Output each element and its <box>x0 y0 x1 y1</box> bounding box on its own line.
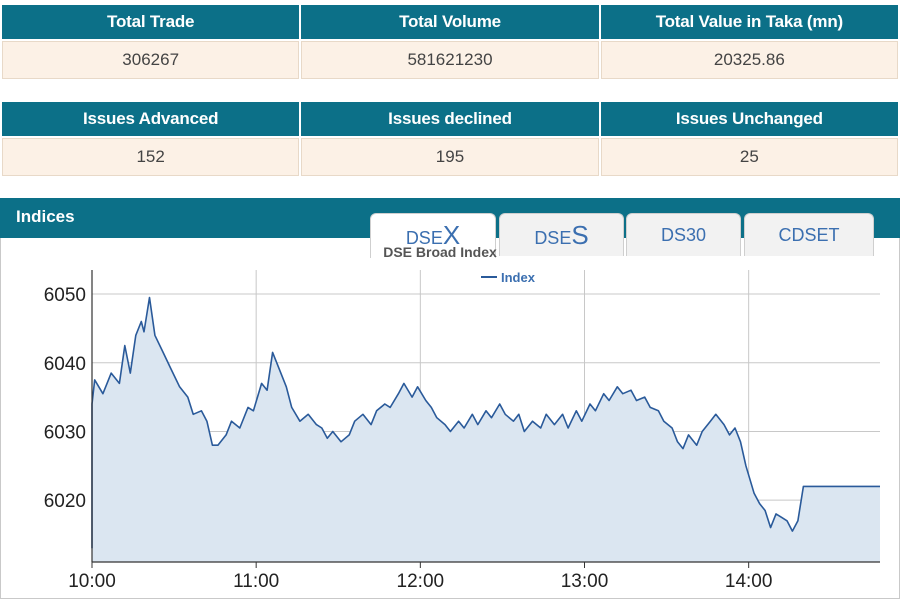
header-issues-declined: Issues declined <box>301 102 599 136</box>
legend-label-index: Index <box>501 270 536 285</box>
header-issues-advanced: Issues Advanced <box>2 102 300 136</box>
chart-title: DSE Broad Index <box>383 244 497 260</box>
header-issues-unchanged: Issues Unchanged <box>600 102 898 136</box>
market-summary-table: Total Trade Total Volume Total Value in … <box>0 3 900 81</box>
tab-cdset[interactable]: CDSET <box>744 213 874 256</box>
header-total-trade: Total Trade <box>2 5 300 39</box>
value-total-volume: 581621230 <box>301 41 599 79</box>
y-tick-label-6050: 6050 <box>44 285 86 306</box>
tab-dses-suffix: S <box>571 220 589 250</box>
x-tick-label-1000: 10:00 <box>68 571 116 592</box>
value-issues-advanced: 152 <box>2 138 300 176</box>
tab-dsex[interactable]: DSEX <box>370 213 496 258</box>
x-tick-label-1300: 13:00 <box>561 571 609 592</box>
y-tick-label-6040: 6040 <box>44 354 86 375</box>
tab-dsex-suffix: X <box>442 220 461 250</box>
tab-cdset-label: CDSET <box>778 225 840 245</box>
x-tick-label-1400: 14:00 <box>725 571 773 592</box>
indices-title: Indices <box>16 207 75 226</box>
value-total-value: 20325.86 <box>600 41 898 79</box>
x-tick-label-1100: 11:00 <box>233 571 279 592</box>
tab-dses[interactable]: DSES <box>499 213 624 256</box>
tab-dses-prefix: DSE <box>534 228 572 248</box>
issues-summary-table: Issues Advanced Issues declined Issues U… <box>0 100 900 178</box>
x-tick-label-1200: 12:00 <box>397 571 445 592</box>
value-total-trade: 306267 <box>2 41 300 79</box>
header-total-volume: Total Volume <box>301 5 599 39</box>
value-issues-declined: 195 <box>301 138 599 176</box>
value-issues-unchanged: 25 <box>600 138 898 176</box>
index-area-fill <box>92 297 880 562</box>
tab-ds30[interactable]: DS30 <box>626 213 741 256</box>
y-tick-label-6030: 6030 <box>44 422 86 443</box>
y-tick-label-6020: 6020 <box>44 491 86 512</box>
tab-dsex-prefix: DSE <box>405 228 443 248</box>
header-total-value: Total Value in Taka (mn) <box>600 5 898 39</box>
tab-ds30-label: DS30 <box>660 225 707 245</box>
index-series-line <box>91 296 880 549</box>
